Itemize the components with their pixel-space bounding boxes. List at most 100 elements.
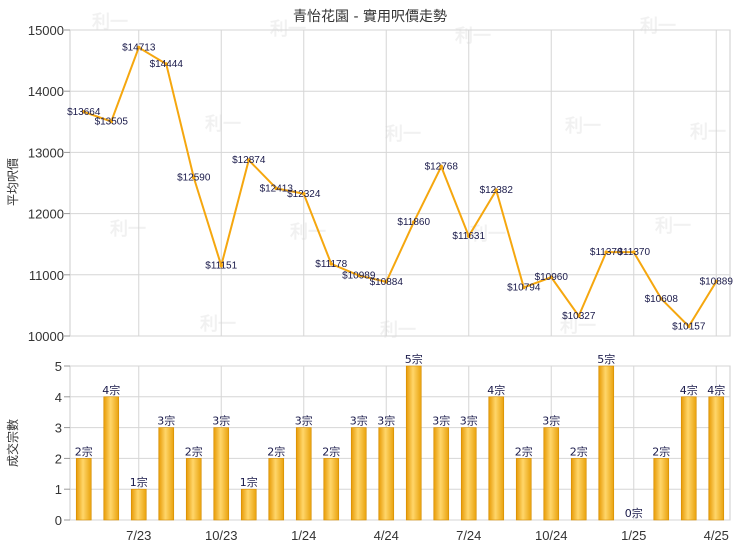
volume-bar-label: 4宗 [487,383,505,397]
volume-bar [240,488,257,521]
volume-bar [130,488,147,521]
volume-bar-label: 2宗 [322,444,340,458]
price-point-label: $11370 [590,247,623,258]
price-point-label: $11178 [315,259,347,270]
price-point-label: $11631 [452,231,485,242]
price-point [631,250,636,254]
volume-bar [680,396,697,521]
volume-bar [570,458,587,521]
price-point [659,296,664,301]
price-point-label: $10884 [370,277,404,288]
watermark-text: 利一 [380,319,416,341]
volume-bar-label: 2宗 [515,444,533,458]
volume-bar [350,427,367,521]
price-point [521,285,526,290]
watermark-text: 利一 [640,15,676,37]
volume-bar [103,396,120,521]
price-point [466,234,471,238]
price-point-label: $10157 [672,321,706,332]
price-tick-label: 11000 [29,268,64,283]
watermark-text: 利一 [290,221,326,243]
volume-bar-label: 3宗 [542,414,560,428]
price-point [219,263,224,268]
watermark-text: 利一 [565,115,601,137]
x-tick-label: 10/23 [205,528,238,543]
volume-bar-label: 5宗 [405,352,423,366]
watermark-text: 利一 [690,121,726,143]
volume-bar [488,396,505,521]
watermark-text: 利一 [385,123,421,145]
volume-bar-label: 0宗 [625,506,643,520]
x-tick-label: 1/25 [621,528,646,543]
volume-bars: 2宗 4宗 1宗 3宗 2宗 3宗 1宗 2宗 3宗 2宗 3宗 3宗 5宗 3宗 3宗 4宗 2宗 3宗 2宗 5宗… [75,352,725,521]
price-point-label: $13505 [95,116,129,127]
price-tick-label: 12000 [28,207,64,222]
volume-bar-label: 3宗 [295,414,313,428]
price-point [384,280,389,284]
price-point-label: $12413 [260,183,294,194]
volume-bar-label: 2宗 [75,444,93,458]
watermark-text: 利一 [455,25,491,47]
volume-bar [213,427,230,521]
watermark-text: 利一 [560,315,596,337]
price-point-label: $12324 [287,189,321,200]
volume-bar [323,458,340,521]
volume-bar-label: 3宗 [432,414,450,428]
price-point [301,191,306,196]
x-tick-label: 1/24 [291,528,316,543]
price-point [246,158,251,162]
volume-bar-label: 2宗 [267,444,285,458]
volume-bar-label: 5宗 [597,352,615,366]
price-point [439,164,444,169]
volume-bar-label: 3宗 [212,414,230,428]
watermark-text: 利一 [200,313,236,335]
volume-axis-label: 成交宗數 [5,419,20,467]
price-point [164,62,169,66]
price-point-label: $11151 [205,261,237,272]
volume-bar [378,427,395,521]
volume-bar-label: 4宗 [680,383,698,397]
volume-tick-label: 2 [55,451,62,466]
price-point [714,279,719,284]
volume-bar-label: 3宗 [460,414,478,428]
price-point-label: $11860 [397,217,430,228]
volume-bar [158,427,175,521]
volume-bar [460,427,477,521]
volume-tick-label: 0 [55,513,62,528]
x-tick-label: 7/23 [126,528,151,543]
price-point [411,220,416,224]
x-tick-label: 7/24 [456,528,481,543]
volume-bar [185,458,202,521]
price-chart-grid [69,29,731,337]
volume-bar-label: 2宗 [652,444,670,458]
volume-bar-label: 2宗 [185,444,203,458]
price-point [604,250,609,254]
volume-bar [653,458,670,521]
price-tick-label: 15000 [28,23,64,38]
volume-tick-label: 1 [55,482,62,497]
price-point [191,175,196,180]
volume-bar [515,458,532,521]
price-point-label: $11370 [617,247,650,258]
price-point-label: $10794 [507,282,541,293]
volume-bar [405,365,422,521]
price-point-label: $10889 [700,277,734,288]
price-point [494,188,499,193]
price-point-label: $10960 [535,272,569,283]
price-point-label: $10608 [645,294,679,305]
volume-bar [75,458,92,521]
volume-bar [543,427,560,521]
price-point-label: $12382 [480,185,514,196]
watermark-text: 利一 [110,218,146,240]
volume-bar-label: 3宗 [350,414,368,428]
price-point-label: $14713 [122,43,156,54]
volume-bar-label: 3宗 [157,414,175,428]
price-point-label: $12874 [232,155,266,166]
price-point [549,275,554,280]
volume-tick-label: 3 [55,421,62,436]
volume-bar [268,458,285,521]
price-point [274,186,279,191]
volume-bar-label: 3宗 [377,414,395,428]
watermark-text: 利一 [205,113,241,135]
